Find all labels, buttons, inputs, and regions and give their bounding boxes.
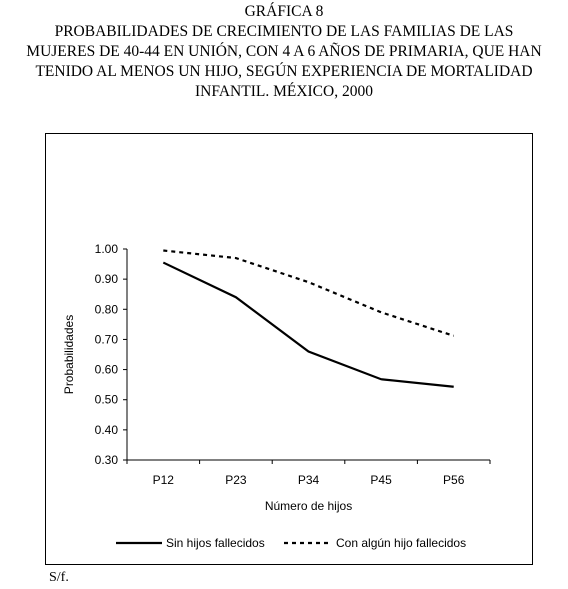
y-tick-label: 1.00: [95, 242, 119, 256]
x-tick-label: P45: [370, 473, 392, 487]
chart-frame: [45, 133, 533, 565]
x-tick-label: P12: [153, 473, 175, 487]
legend-label-2: Con algún hijo fallecidos: [336, 536, 466, 550]
title-line: INFANTIL. MÉXICO, 2000: [195, 83, 373, 100]
y-tick-label: 0.70: [95, 332, 119, 346]
title-line: TENIDO AL MENOS UN HIJO, SEGÚN EXPERIENC…: [35, 63, 533, 80]
title-line: GRÁFICA 8: [244, 3, 324, 20]
x-tick-label: P56: [443, 473, 465, 487]
y-tick-label: 0.80: [95, 302, 119, 316]
source-note: S/f.: [49, 570, 69, 585]
y-tick-label: 0.50: [95, 393, 119, 407]
title-line: PROBABILIDADES DE CRECIMIENTO DE LAS FAM…: [54, 23, 514, 40]
series-line-2: [163, 249, 455, 337]
y-tick-label: 0.30: [95, 453, 119, 467]
y-tick-label: 0.60: [95, 363, 119, 377]
x-tick-label: P34: [298, 473, 320, 487]
x-tick-label: P23: [225, 473, 247, 487]
y-tick-label: 0.40: [95, 423, 119, 437]
y-tick-label: 0.90: [95, 272, 119, 286]
series-line-1: [162, 261, 454, 388]
x-axis-title: Número de hijos: [265, 499, 352, 513]
y-axis-title: Probabilidades: [62, 315, 76, 394]
chart-title: GRÁFICA 8 PROBABILIDADES DE CRECIMIENTO …: [0, 2, 568, 102]
legend-label-1: Sin hijos fallecidos: [166, 536, 265, 550]
title-line: MUJERES DE 40-44 EN UNIÓN, CON 4 A 6 AÑO…: [26, 43, 542, 60]
